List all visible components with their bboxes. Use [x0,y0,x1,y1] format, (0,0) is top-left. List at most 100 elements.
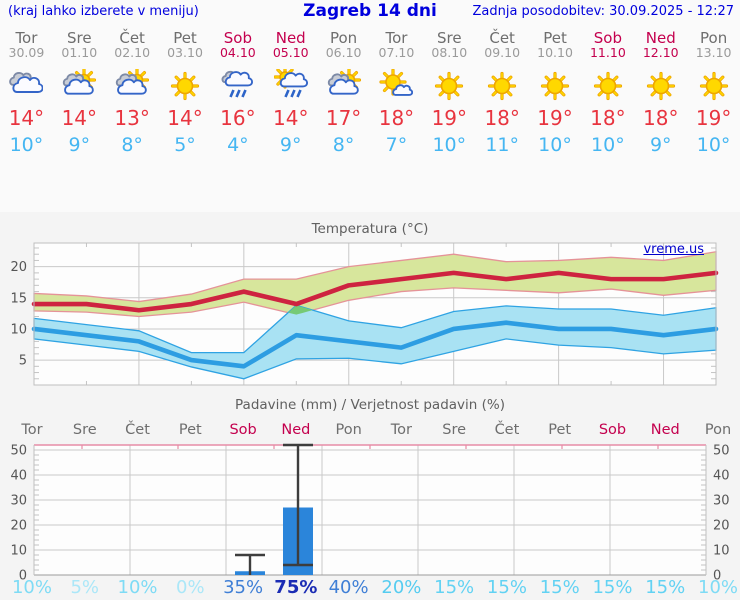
pop-value: 15% [645,577,685,598]
precip-day-label: Čet [495,420,520,438]
forecast-day[interactable]: Tor 30.09 14° 10° [0,30,53,156]
partly-cloudy-icon [327,69,361,95]
precip-day-label: Sre [442,422,466,438]
tmax-value: 14° [167,106,203,130]
tmax-value: 13° [114,106,150,130]
tmax-value: 18° [378,106,415,130]
pop-value: 10% [698,577,738,598]
tmin-value: 10° [696,134,731,156]
day-name-label: Pet [173,29,197,47]
precip-y-tick-label-right: 40 [713,469,730,484]
precip-y-tick-label-right: 20 [713,519,730,534]
tmin-value: 9° [649,134,672,156]
precip-day-label: Ned [651,422,680,438]
menu-hint-link[interactable]: (kraj lahko izberete v meniju) [8,4,199,19]
sunny-icon [646,71,675,101]
forecast-day[interactable]: Pet 10.10 19° 10° [529,30,582,156]
sunny-icon [699,71,728,101]
forecast-day[interactable]: Sob 11.10 18° 10° [581,30,634,156]
tmax-value: 16° [220,106,256,130]
day-name-label: Tor [385,29,408,47]
page-header: (kraj lahko izberete v meniju) Zagreb 14… [0,0,740,26]
precip-day-label: Sre [73,422,97,438]
forecast-day[interactable]: Sre 08.10 19° 10° [423,30,476,156]
day-icon-cell [264,68,317,104]
day-date-label: 08.10 [431,45,468,60]
cloudy-icon [9,71,44,93]
day-date-label: 01.10 [61,45,98,60]
day-name-label: Čet [489,29,515,47]
day-name-label: Pon [329,29,358,47]
pop-value: 15% [434,577,474,598]
precip-y-tick-label-right: 0 [713,569,721,584]
precip-y-tick-label-left: 40 [10,469,27,484]
tmax-value: 18° [643,106,679,130]
pop-value: 35% [223,577,263,598]
day-date-label: 02.10 [114,45,151,60]
forecast-day[interactable]: Pon 13.10 19° 10° [687,30,740,156]
precipitation-chart: 0 0 10 10 20 20 30 30 40 40 50 50 Tor Sre Čet Pet Sob Ned… [10,420,738,598]
pop-value: 15% [592,577,632,598]
day-date-label: 06.10 [325,45,362,60]
day-icon-cell [529,68,582,104]
day-name-label: Sre [66,29,92,47]
temp-y-tick-label: 20 [10,260,27,275]
pop-value: 75% [274,577,317,598]
day-name-label: Sob [223,29,252,47]
tmin-value: 9° [279,134,302,156]
tmin-value: 10° [591,134,625,156]
pop-value: 0% [176,577,205,598]
band-overlap-region [288,305,313,315]
precip-y-tick-label-left: 10 [10,544,27,559]
tmax-value: 18° [590,106,626,130]
precip-y-tick-label-left: 50 [10,444,27,459]
temperature-chart-title: Temperatura (°C) [311,221,429,237]
forecast-day[interactable]: Pet 03.10 14° 5° [159,30,212,156]
rain-icon [221,70,253,98]
day-icon-cell [476,68,529,104]
tmax-value: 17° [325,106,362,130]
precip-y-tick-label-right: 10 [713,544,730,559]
forecast-day[interactable]: Sob 04.10 16° 4° [211,30,264,156]
day-icon-cell [211,68,264,104]
precip-y-tick-label-left: 30 [10,494,27,509]
partly-cloudy-icon [63,69,97,95]
day-icon-cell [423,68,476,104]
precip-day-label: Ned [281,422,310,438]
forecast-day[interactable]: Pon 06.10 17° 8° [317,30,370,156]
tmax-value: 18° [484,106,520,130]
day-icon-cell [159,68,212,104]
forecast-day[interactable]: Čet 09.10 18° 11° [476,30,529,156]
precip-y-tick-label-right: 30 [713,494,730,509]
last-updated: Zadnja posodobitev: 30.09.2025 - 12:27 [472,4,734,19]
day-name-label: Ned [275,29,306,47]
tmin-line [31,320,719,369]
watermark-link[interactable]: vreme.us [643,242,704,257]
forecast-day[interactable]: Čet 02.10 13° 8° [106,30,159,156]
precip-day-label: Sob [599,422,626,438]
day-name-label: Čet [119,29,145,47]
precip-day-label: Pet [548,422,571,438]
day-date-label: 11.10 [589,45,626,60]
day-date-label: 09.10 [484,45,521,60]
forecast-strip: Tor 30.09 14° 10° Sre 01.10 14° 9° Čet 02.10 13° 8°… [0,30,740,156]
pop-value: 15% [487,577,527,598]
forecast-day[interactable]: Tor 07.10 18° 7° [370,30,423,156]
day-name-label: Pet [543,29,567,47]
partly-cloudy-icon [115,69,150,95]
day-icon-cell [53,68,106,104]
tmin-value: 7° [385,134,408,156]
sun-rain-icon [273,69,308,98]
forecast-day[interactable]: Ned 12.10 18° 9° [634,30,687,156]
tmax-line [31,270,719,313]
forecast-day[interactable]: Ned 05.10 14° 9° [264,30,317,156]
pop-value: 15% [540,577,580,598]
day-icon-cell [370,68,423,104]
pop-value: 40% [329,577,369,598]
pop-value: 10% [118,577,158,598]
pop-value: 10% [12,577,52,598]
tmin-value: 11° [485,134,519,156]
tmin-value: 10° [538,134,572,156]
forecast-day[interactable]: Sre 01.10 14° 9° [53,30,106,156]
